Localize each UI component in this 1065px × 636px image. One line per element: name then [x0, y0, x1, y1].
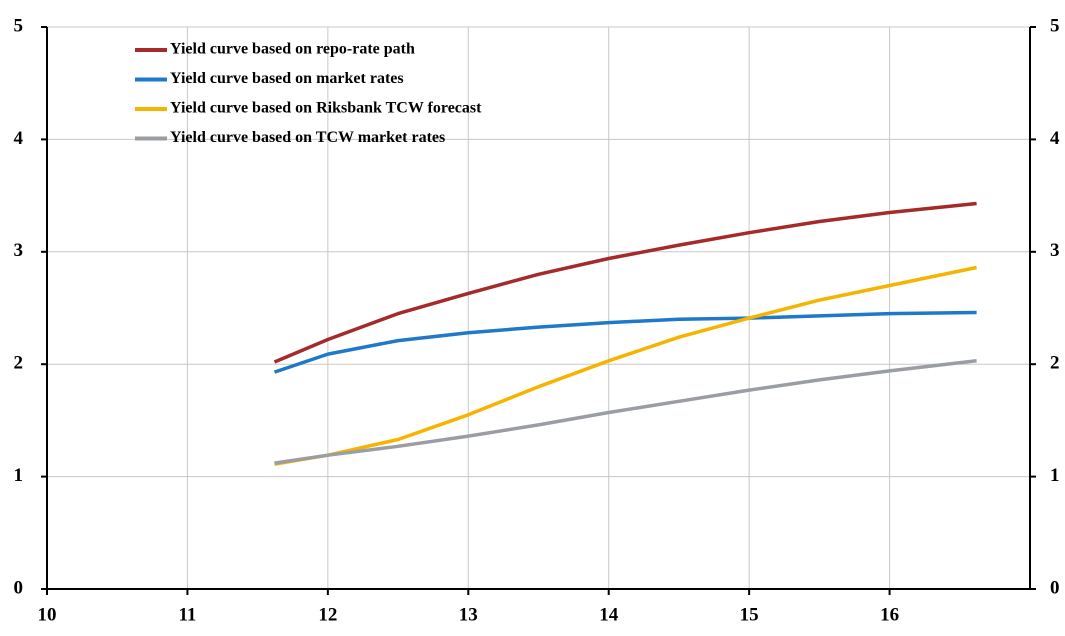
series-line	[274, 265, 977, 466]
y2-tick-label: 4	[1050, 128, 1060, 149]
y2-tick-label: 1	[1050, 465, 1060, 486]
x-tick-label: 12	[318, 604, 337, 625]
x-tick-label: 11	[178, 604, 196, 625]
y2-tick-label: 0	[1050, 577, 1060, 598]
series-line	[273, 201, 977, 364]
legend-label: Yield curve based on repo-rate path	[170, 41, 415, 58]
y2-tick-label: 3	[1050, 240, 1060, 261]
x-tick-label: 16	[880, 604, 899, 625]
x-tick-label: 10	[38, 604, 57, 625]
y2-tick-label: 2	[1050, 353, 1060, 374]
x-tick-label: 13	[459, 604, 478, 625]
y-tick-label: 0	[14, 577, 24, 598]
series-line	[273, 310, 977, 374]
legend-label: Yield curve based on market rates	[170, 70, 404, 87]
y-tick-label: 4	[14, 128, 24, 149]
y-tick-label: 3	[14, 240, 24, 261]
series-line	[274, 359, 977, 465]
y-tick-label: 1	[14, 465, 24, 486]
x-tick-label: 15	[740, 604, 759, 625]
y-tick-label: 5	[14, 15, 24, 36]
x-tick-label: 14	[599, 604, 619, 625]
legend-label: Yield curve based on TCW market rates	[170, 129, 445, 146]
y2-tick-label: 5	[1050, 15, 1060, 36]
legend-label: Yield curve based on Riksbank TCW foreca…	[170, 100, 482, 117]
y-tick-label: 2	[14, 353, 24, 374]
